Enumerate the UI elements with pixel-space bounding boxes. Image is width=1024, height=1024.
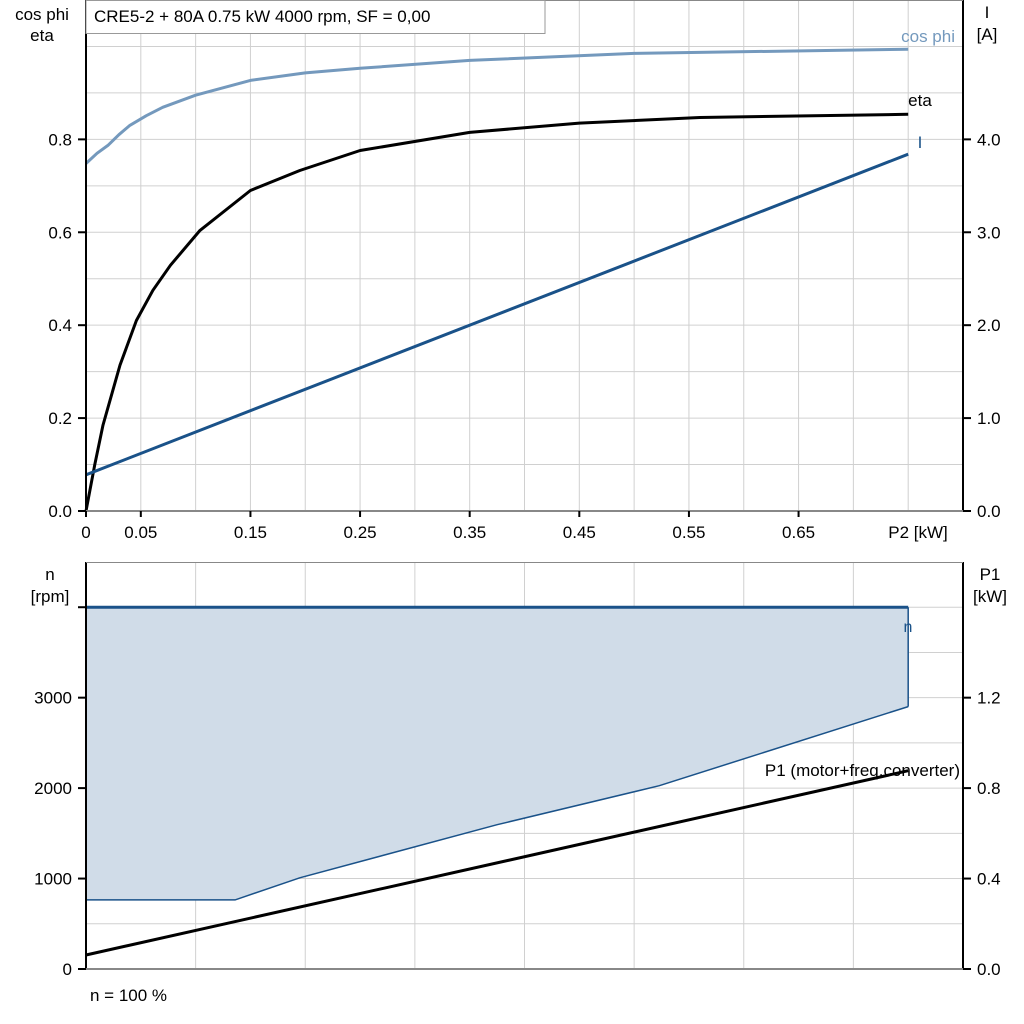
axes: 0.0 0.2 0.4 0.6 0.8 0.0 1.0 2.0 3.0 4.0 0 0.05 0.15 0… [34,0,1001,979]
top-x-tick-label: 0.25 [344,523,377,542]
top-x-tick-label: 0.05 [124,523,157,542]
bottom-right-tick-label: 0.0 [977,960,1001,979]
speed-range-area [86,607,909,900]
top-right-tick-label: 4.0 [977,130,1001,149]
top-right-ylabel-2: [A] [977,25,998,44]
top-x-tick-label: 0.65 [782,523,815,542]
bottom-left-tick-label: 1000 [34,870,72,889]
top-right-ylabel-1: I [985,3,990,22]
current-line [85,152,909,477]
eta-line [84,112,909,512]
speed-min-line [86,705,909,901]
bottom-left-tick-label: 2000 [34,779,72,798]
top-right-tick-label: 0.0 [977,502,1001,521]
top-x-tick-label: 0 [81,523,90,542]
top-xlabel: P2 [kW] [888,523,948,542]
top-left-ylabel-1: cos phi [15,5,69,24]
top-left-tick-label: 0.6 [48,223,72,242]
current-series-label: I [918,133,923,152]
bottom-left-tick-label: 0 [63,960,72,979]
top-left-ylabel-2: eta [30,26,54,45]
eta-series-label: eta [908,91,932,110]
footnote: n = 100 % [90,986,167,1005]
top-x-tick-label: 0.35 [453,523,486,542]
top-left-tick-label: 0.8 [48,130,72,149]
p1-series-label: P1 (motor+freq.converter) [765,761,960,780]
bottom-right-tick-label: 0.8 [977,779,1001,798]
title-box [85,0,546,34]
top-right-tick-label: 2.0 [977,316,1001,335]
top-x-tick-label: 0.45 [563,523,596,542]
top-left-tick-label: 0.2 [48,409,72,428]
bottom-right-ylabel-2: [kW] [973,587,1007,606]
top-right-tick-label: 1.0 [977,409,1001,428]
top-grid [86,0,963,511]
bottom-right-tick-label: 0.4 [977,870,1001,889]
chart-marks [84,47,909,957]
bottom-right-ylabel-1: P1 [980,565,1001,584]
top-right-tick-label: 3.0 [977,223,1001,242]
speed-series-label: n [904,619,913,636]
cosphi-line [84,47,909,165]
chart-title: CRE5-2 + 80A 0.75 kW 4000 rpm, SF = 0,00 [94,7,430,26]
cosphi-series-label: cos phi [901,27,955,46]
top-left-tick-label: 0.4 [48,316,72,335]
bottom-right-tick-label: 1.2 [977,689,1001,708]
bottom-left-ylabel-1: n [45,565,54,584]
top-x-tick-label: 0.55 [672,523,705,542]
p1-line [85,769,909,957]
bottom-left-tick-label: 3000 [34,689,72,708]
top-left-tick-label: 0.0 [48,502,72,521]
top-x-tick-label: 0.15 [234,523,267,542]
bottom-left-ylabel-2: [rpm] [31,587,70,606]
